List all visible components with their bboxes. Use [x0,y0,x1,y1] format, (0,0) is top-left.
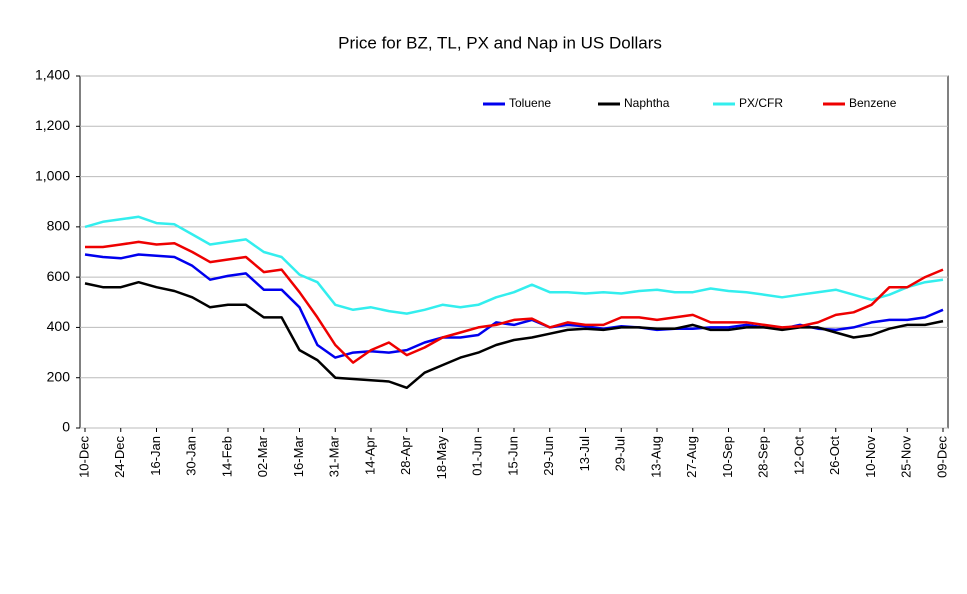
y-tick-label: 1,400 [35,67,70,83]
x-tick-label: 10-Sep [720,436,735,478]
y-tick-label: 400 [47,318,71,334]
x-tick-label: 12-Oct [791,436,806,475]
chart-title: Price for BZ, TL, PX and Nap in US Dolla… [338,33,662,52]
x-tick-label: 13-Jul [577,436,592,472]
series-line [85,240,944,364]
x-tick-label: 24-Dec [112,436,127,478]
x-tick-label: 15-Jun [505,436,520,476]
y-tick-label: 0 [62,419,70,435]
x-tick-label: 26-Oct [827,436,842,475]
plot-frame [79,75,949,429]
x-tick-label: 30-Jan [184,436,199,476]
legend-label: Toluene [509,96,551,110]
x-tick-label: 31-Mar [327,435,342,477]
x-tick-label: 25-Nov [899,436,914,478]
x-tick-label: 18-May [434,436,449,480]
x-tick-label: 28-Sep [756,436,771,478]
y-tick-label: 600 [47,268,71,284]
x-tick-label: 02-Mar [255,435,270,477]
series-line [84,215,944,315]
y-tick-label: 1,000 [35,167,70,183]
legend-label: Benzene [849,96,897,110]
x-tick-label: 28-Apr [398,435,413,475]
y-tick-label: 200 [47,368,71,384]
y-tick-label: 1,200 [35,117,70,133]
x-tick-label: 09-Dec [934,436,949,478]
y-tick-label: 800 [47,218,71,234]
x-tick-label: 01-Jun [470,436,485,476]
x-tick-label: 14-Feb [219,436,234,477]
x-tick-label: 16-Jan [148,436,163,476]
x-tick-label: 27-Aug [684,436,699,478]
legend-label: PX/CFR [739,96,783,110]
x-tick-label: 13-Aug [648,436,663,478]
x-tick-label: 16-Mar [291,435,306,477]
x-tick-label: 29-Jun [541,436,556,476]
legend-label: Naphtha [624,96,670,110]
x-tick-label: 10-Nov [863,436,878,478]
x-tick-label: 29-Jul [613,436,628,472]
x-tick-label: 10-Dec [76,436,91,478]
x-tick-label: 14-Apr [362,435,377,475]
series-line [84,280,944,390]
series-line [84,253,944,359]
